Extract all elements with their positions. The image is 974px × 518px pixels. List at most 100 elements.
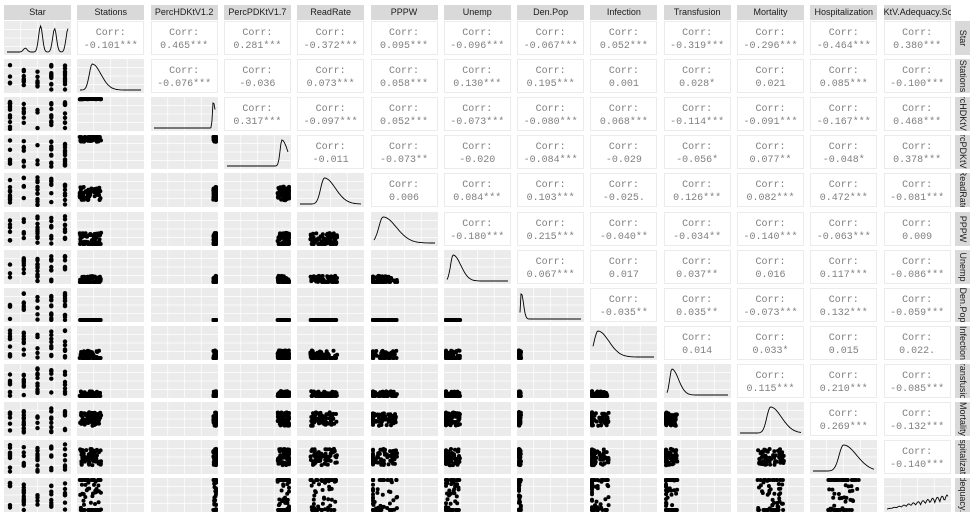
data-point (62, 257, 68, 263)
data-point (664, 423, 669, 428)
data-point (322, 416, 327, 420)
scatter-panel-unemp-readrate (297, 249, 365, 284)
corr-panel-perchdktv1-2-transfusion: Corr: -0.114*** (663, 97, 731, 132)
data-point (450, 351, 455, 356)
data-point (446, 458, 451, 463)
data-point (379, 419, 384, 424)
data-point (313, 410, 318, 415)
data-point (312, 451, 317, 456)
data-point (213, 393, 218, 398)
corr-panel-unemp-hospitalization: Corr: 0.117*** (810, 249, 878, 284)
corr-panel-star-unemp: Corr: -0.096*** (443, 21, 511, 55)
corr-value: 0.084*** (453, 193, 502, 205)
corr-label: Corr: (828, 370, 859, 382)
corr-panel-transfusion-hospitalization: Corr: 0.210*** (810, 363, 878, 398)
corr-panel-percpdktv1-7-unemp: Corr: -0.020 (443, 135, 511, 170)
corr-panel-perchdktv1-2-mortality: Corr: -0.091*** (737, 97, 804, 132)
data-point (311, 241, 316, 246)
data-point (21, 489, 26, 494)
data-point (21, 500, 26, 505)
data-point (663, 447, 668, 452)
corr-panel-readrate-unemp: Corr: 0.084*** (443, 173, 511, 208)
data-point (95, 489, 100, 494)
data-point (87, 279, 92, 284)
data-point (98, 317, 103, 322)
data-point (455, 415, 460, 420)
data-point (21, 378, 26, 384)
data-point (49, 465, 54, 471)
data-point (668, 446, 673, 451)
data-point (35, 294, 40, 299)
scatter-panel-mortality-perchdktv1-2 (150, 402, 218, 436)
scatter-panel-readrate-star (4, 173, 71, 208)
data-point (286, 277, 291, 282)
data-point (49, 120, 54, 125)
data-point (21, 305, 26, 311)
corr-panel-readrate-mortality: Corr: 0.082*** (737, 173, 804, 208)
data-point (21, 231, 26, 236)
corr-value: -0.040** (599, 231, 648, 243)
corr-label: Corr: (828, 218, 859, 230)
density-panel-mortality (737, 402, 804, 436)
corr-panel-star-transfusion: Corr: -0.319*** (663, 21, 731, 55)
corr-value: -0.073*** (450, 117, 505, 129)
data-point (35, 268, 40, 273)
corr-label: Corr: (682, 332, 713, 344)
data-point (62, 228, 68, 233)
corr-panel-pppw-transfusion: Corr: -0.034** (663, 211, 731, 246)
corr-value: -0.091*** (743, 117, 798, 129)
density-panel-unemp (443, 249, 511, 284)
data-point (35, 498, 40, 504)
corr-panel-pppw-ktv-adequacy-score: Corr: 0.009 (883, 211, 951, 246)
data-point (91, 273, 96, 278)
data-point (49, 81, 54, 87)
data-point (443, 391, 448, 396)
data-point (370, 462, 375, 467)
data-point (62, 222, 68, 227)
data-point (213, 138, 218, 143)
data-point (211, 501, 216, 506)
data-point (98, 241, 103, 246)
column-header-stations: Stations (77, 5, 145, 20)
density-curve (592, 330, 655, 358)
scatter-panel-ktv-adequacy-score-percpdktv1-7 (223, 478, 291, 513)
data-point (49, 139, 54, 145)
corr-panel-infection-transfusion: Corr: 0.014 (663, 325, 731, 360)
data-point (760, 449, 765, 454)
corr-value: 0.380*** (893, 41, 942, 52)
data-point (35, 278, 40, 283)
data-point (213, 135, 218, 140)
corr-label: Corr: (902, 370, 933, 382)
corr-value: -0.063*** (816, 231, 871, 243)
data-point (21, 300, 26, 306)
data-point (213, 449, 218, 454)
corr-label: Corr: (902, 104, 933, 116)
data-point (98, 459, 103, 464)
data-point (277, 237, 282, 242)
data-point (320, 488, 325, 493)
corr-label: Corr: (388, 180, 419, 192)
density-curve (373, 216, 435, 243)
data-point (87, 508, 92, 513)
data-point (77, 393, 82, 398)
corr-label: Corr: (608, 218, 639, 230)
corr-panel-den-pop-mortality: Corr: -0.073*** (737, 287, 804, 322)
data-point (385, 393, 390, 398)
density-curve (80, 63, 142, 91)
data-point (309, 483, 314, 488)
corr-panel-den-pop-infection: Corr: -0.035** (590, 287, 658, 322)
corr-panel-percpdktv1-7-ktv-adequacy-score: Corr: 0.378*** (883, 135, 951, 170)
data-point (380, 393, 385, 398)
scatter-panel-mortality-stations (77, 402, 145, 436)
scatter-panel-percpdktv1-7-stations (77, 135, 145, 170)
data-point (62, 442, 68, 447)
data-point (590, 448, 595, 453)
corr-value: -0.020 (459, 155, 496, 167)
corr-value: 0.035** (676, 307, 719, 319)
data-point (95, 415, 100, 420)
density-panel-perchdktv1-2 (150, 97, 218, 132)
data-point (62, 410, 68, 415)
corr-label: Corr: (828, 104, 859, 116)
data-point (324, 349, 329, 354)
data-point (21, 352, 26, 357)
